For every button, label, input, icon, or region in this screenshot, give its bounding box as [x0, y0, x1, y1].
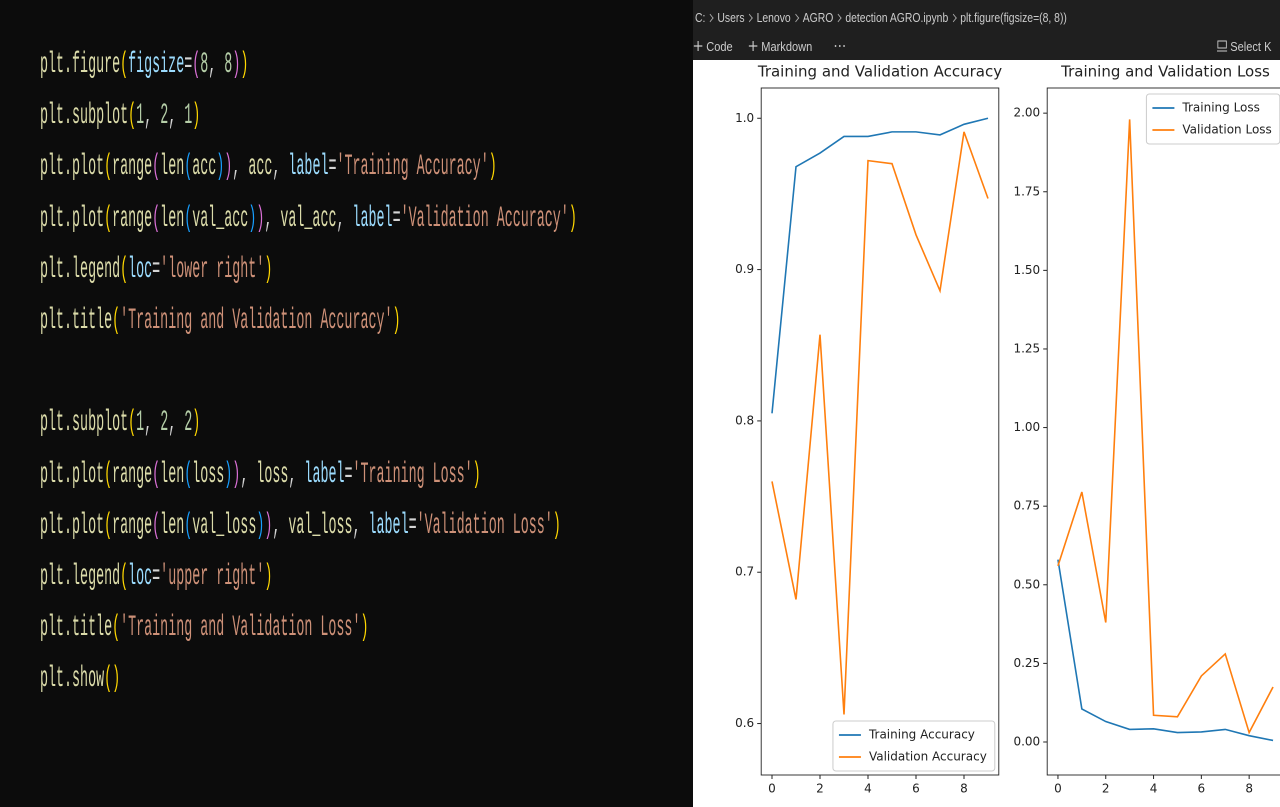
- plot-frame: [760, 87, 1000, 776]
- y-tick-label: 1.75: [1013, 184, 1040, 198]
- y-tick-label: 1.50: [1013, 263, 1040, 277]
- more-button[interactable]: [833, 39, 847, 54]
- code-line: plt.legend(loc='lower right'): [40, 252, 273, 287]
- chevron: [745, 13, 753, 23]
- x-tick-label: 8: [960, 782, 968, 796]
- legend: Training Accuracy Validation Accuracy: [832, 720, 996, 772]
- legend: Training Loss Validation Loss: [1145, 93, 1280, 145]
- code-line: plt.title('Training and Validation Accur…: [40, 303, 401, 338]
- y-tick-label: 0.7: [735, 565, 754, 579]
- x-tick-label: 0: [1054, 782, 1062, 796]
- breadcrumb-item[interactable]: plt.figure(figsize=(8, 8)): [960, 10, 1067, 25]
- series-line: [1057, 559, 1274, 742]
- chevron: [834, 13, 842, 23]
- y-tick-label: 0.6: [735, 716, 754, 730]
- x-tick-label: 2: [1102, 782, 1110, 796]
- plus-icon: [748, 41, 758, 51]
- x-tick-label: 8: [1245, 782, 1253, 796]
- code-line: plt.plot(range(len(loss)), loss, label='…: [40, 457, 481, 492]
- code-line: plt.title('Training and Validation Loss'…: [40, 611, 369, 646]
- code-line: plt.subplot(1, 2, 2): [40, 406, 201, 441]
- y-tick-label: 0.75: [1013, 499, 1040, 513]
- breadcrumb-item[interactable]: Users: [717, 10, 745, 25]
- chart-title: Training and Validation Loss: [1060, 63, 1270, 81]
- y-tick-label: 0.9: [735, 262, 754, 276]
- add-code-button[interactable]: Code: [693, 39, 733, 54]
- add-markdown-button[interactable]: Markdown: [748, 39, 812, 54]
- x-tick-label: 4: [864, 782, 872, 796]
- x-tick-label: 6: [1198, 782, 1206, 796]
- series-line: [771, 131, 989, 715]
- breadcrumb-item[interactable]: AGRO: [802, 10, 834, 25]
- label: Select K: [1230, 39, 1272, 54]
- code-line: plt.plot(range(len(val_acc)), val_acc, l…: [40, 201, 577, 236]
- code-line: plt.plot(range(len(acc)), acc, label='Tr…: [40, 150, 497, 185]
- y-tick-label: 0.25: [1013, 656, 1040, 670]
- code-line: plt.legend(loc='upper right'): [40, 559, 273, 594]
- label: Code: [706, 39, 733, 54]
- chart-title: Training and Validation Accuracy: [757, 63, 1002, 81]
- x-tick-label: 6: [912, 782, 920, 796]
- series-line: [771, 117, 989, 414]
- breadcrumb: C: Users Lenovo AGRO detection AGRO.ipynb plt…: [695, 10, 1067, 25]
- y-tick-label: 1.0: [735, 111, 754, 125]
- x-tick-label: 4: [1150, 782, 1158, 796]
- breadcrumb-item[interactable]: Lenovo: [756, 10, 791, 25]
- code-editor: plt.figure(figsize=(8, 8)) plt.subplot(1,…: [0, 0, 693, 807]
- chevron: [792, 13, 799, 23]
- kernel-button[interactable]: Select K: [1217, 39, 1271, 54]
- label: Markdown: [761, 39, 813, 54]
- legend-label: Validation Loss: [1182, 123, 1271, 137]
- legend-box: [832, 720, 996, 772]
- y-tick-label: 0.50: [1013, 577, 1040, 591]
- y-tick-label: 0.00: [1013, 734, 1040, 748]
- plus-icon: [693, 41, 703, 51]
- legend-label: Training Accuracy: [868, 728, 975, 742]
- chevron: [949, 13, 957, 23]
- y-tick-label: 0.8: [735, 413, 754, 427]
- y-tick-label: 1.00: [1013, 420, 1040, 434]
- figure: Training and Validation Accuracy 0.6 0.7 0.…: [735, 63, 1280, 796]
- legend-label: Training Loss: [1181, 101, 1259, 115]
- breadcrumb-item[interactable]: C:: [695, 10, 706, 25]
- series-line: [1057, 119, 1274, 735]
- x-tick-label: 2: [816, 782, 824, 796]
- notebook-toolbar: C: Users Lenovo AGRO detection AGRO.ipynb plt…: [693, 0, 1280, 60]
- legend-label: Validation Accuracy: [869, 750, 987, 764]
- y-tick-label: 1.25: [1013, 341, 1040, 355]
- breadcrumb-item[interactable]: detection AGRO.ipynb: [845, 10, 949, 25]
- code-line: plt.subplot(1, 2, 1): [40, 99, 201, 134]
- kernel-icon: [1217, 40, 1228, 52]
- code-line: plt.figure(figsize=(8, 8)): [40, 48, 249, 82]
- dots-icon: [834, 45, 845, 47]
- chevron: [706, 13, 714, 23]
- code-line: plt.plot(range(len(val_loss)), val_loss,…: [40, 508, 561, 543]
- code-line: plt.show(): [40, 662, 121, 697]
- x-tick-label: 0: [768, 782, 776, 796]
- plot-frame: [1046, 87, 1280, 776]
- y-tick-label: 2.00: [1013, 106, 1040, 120]
